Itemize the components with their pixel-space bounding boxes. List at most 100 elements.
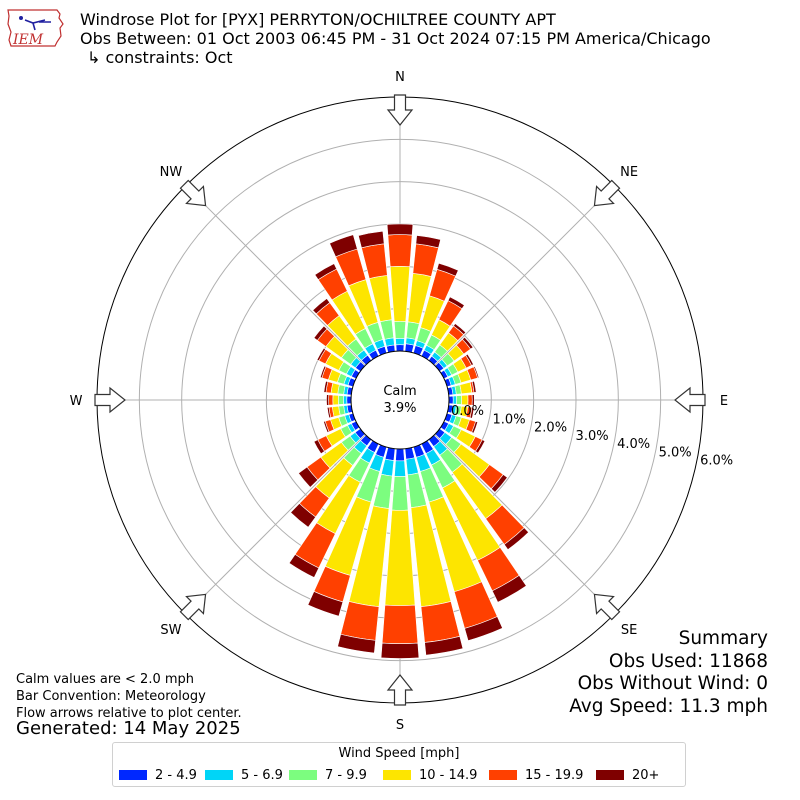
wind-bar-segment xyxy=(316,347,326,362)
wind-bar-segment xyxy=(391,475,409,511)
legend-title: Wind Speed [mph] xyxy=(338,746,460,761)
radial-tick-label: 6.0% xyxy=(700,454,733,469)
wind-bar-segment xyxy=(448,395,454,405)
radial-tick-label: 3.0% xyxy=(576,429,609,444)
wind-bar-segment xyxy=(393,321,407,339)
legend-label: 10 - 14.9 xyxy=(419,768,478,783)
legend-label: 7 - 9.9 xyxy=(325,768,367,783)
radial-tick-label: 1.0% xyxy=(493,412,526,427)
legend-label: 2 - 4.9 xyxy=(155,768,197,783)
compass-arrows xyxy=(94,94,706,706)
wind-bar-segment xyxy=(338,395,344,405)
wind-bar-segment xyxy=(424,635,464,656)
iem-logo: IEM xyxy=(7,9,64,48)
grid-spoke xyxy=(434,434,615,615)
wind-bar-segment xyxy=(298,466,319,488)
wind-bar-segment xyxy=(343,395,348,405)
wind-bar-segment xyxy=(328,394,334,406)
wind-bar-segment xyxy=(307,591,344,617)
wind-bar-segment xyxy=(386,223,414,236)
wind-bar-segment xyxy=(380,458,395,477)
wind-bar-segment xyxy=(319,365,327,379)
wind-bar-segment xyxy=(453,323,467,335)
wind-bar-segment xyxy=(389,266,411,322)
radial-tick-label: 5.0% xyxy=(659,445,692,460)
wind-bar-segment xyxy=(473,365,480,379)
title-line-period: Obs Between: 01 Oct 2003 06:45 PM - 31 O… xyxy=(80,29,711,48)
wind-bar-segment xyxy=(312,298,331,315)
compass-arrow-icon xyxy=(179,593,207,621)
wind-bar-segment xyxy=(340,601,380,641)
logo-text: IEM xyxy=(12,32,44,48)
legend-swatch xyxy=(383,769,411,780)
grid-spoke xyxy=(185,185,366,366)
legend-swatch xyxy=(205,769,233,780)
calm-label: Calm xyxy=(383,384,416,399)
wind-bar-segment xyxy=(405,321,420,340)
wind-bar-segment xyxy=(404,447,415,460)
flow-arrows-note: Flow arrows relative to plot center. xyxy=(16,706,242,721)
compass-label: SW xyxy=(160,623,181,638)
wind-bar-segment xyxy=(459,381,473,395)
wind-bar-segment xyxy=(384,447,396,461)
bar-convention-note: Bar Convention: Meteorology xyxy=(16,689,206,704)
wind-bar-segment xyxy=(346,395,352,405)
wind-bar-segment xyxy=(395,344,405,352)
legend-swatch xyxy=(489,769,517,780)
calm-value: 3.9% xyxy=(383,401,416,416)
wind-bar-segment xyxy=(381,604,419,645)
windrose-bars xyxy=(288,223,530,659)
legend-item: 5 - 6.9 xyxy=(205,768,283,783)
compass-labels: N NE E SE S SW W NW xyxy=(70,70,729,733)
footnotes: Calm values are < 2.0 mph Bar Convention… xyxy=(16,671,242,722)
wind-bar-segment xyxy=(332,394,339,406)
generated-date: Generated: 14 May 2025 xyxy=(16,718,241,739)
compass-label: E xyxy=(720,394,728,409)
legend-item: 20+ xyxy=(596,768,659,783)
wind-bar-segment xyxy=(326,394,330,406)
compass-label: NE xyxy=(620,165,638,180)
legend-swatch xyxy=(596,769,624,780)
wind-bar-segment xyxy=(436,262,459,277)
compass-arrow-icon xyxy=(179,179,207,207)
wind-bar-segment xyxy=(380,642,420,659)
grid-spoke xyxy=(434,185,615,366)
compass-label: W xyxy=(70,394,83,409)
wind-bar-segment xyxy=(337,633,376,654)
title-line-constraints: ↳ constraints: Oct xyxy=(87,48,233,67)
wind-bar-segment xyxy=(313,325,328,341)
wind-bar-segment xyxy=(394,460,406,477)
summary-obs-used: Obs Used: 11868 xyxy=(608,650,768,672)
chart-title: Windrose Plot for [PYX] PERRYTON/OCHILTR… xyxy=(80,10,711,67)
wind-bar-segment xyxy=(469,406,475,419)
summary-panel: Summary Obs Used: 11868 Obs Without Wind… xyxy=(569,628,768,718)
wind-bar-segment xyxy=(361,243,388,279)
compass-arrow-icon xyxy=(386,674,414,706)
compass-arrow-icon xyxy=(593,593,621,621)
wind-bar-segment xyxy=(384,509,416,606)
wind-bar-segment xyxy=(412,243,439,277)
summary-avg-speed: Avg Speed: 11.3 mph xyxy=(569,695,768,717)
compass-label: N xyxy=(395,70,405,85)
wind-bar-segment xyxy=(475,439,486,454)
wind-bar-segment xyxy=(288,553,320,578)
legend-label: 15 - 19.9 xyxy=(525,768,584,783)
wind-bar-segment xyxy=(323,420,330,433)
wind-bar-segment xyxy=(490,474,508,493)
legend: Wind Speed [mph] 2 - 4.9 5 - 6.9 7 - 9.9 10… xyxy=(112,742,686,787)
compass-label: SE xyxy=(621,623,637,638)
grid-spoke xyxy=(185,434,366,615)
wind-bar-segment xyxy=(420,601,461,643)
summary-obs-without-wind: Obs Without Wind: 0 xyxy=(577,673,768,694)
weather-symbols-icon xyxy=(24,19,51,31)
compass-label: S xyxy=(396,718,404,733)
compass-arrow-icon xyxy=(674,386,706,414)
wind-bar-segment xyxy=(329,234,358,258)
wind-bar-segment xyxy=(387,234,413,268)
legend-label: 20+ xyxy=(632,768,660,783)
title-line-station: Windrose Plot for [PYX] PERRYTON/OCHILTR… xyxy=(80,10,556,29)
wind-bar-segment xyxy=(314,263,338,281)
wind-bar-segment xyxy=(415,235,441,249)
radial-tick-label: 2.0% xyxy=(534,421,567,436)
